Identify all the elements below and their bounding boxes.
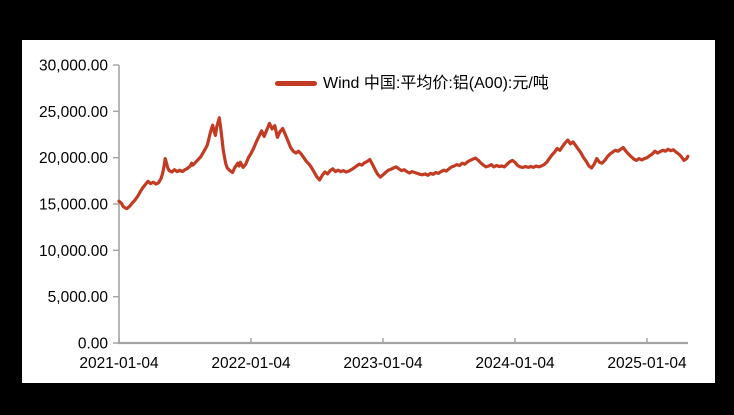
chart-panel (22, 40, 715, 383)
y-tick-label: 20,000.00 (39, 150, 108, 167)
y-tick-label: 25,000.00 (39, 104, 108, 121)
x-tick-label: 2022-01-04 (211, 355, 291, 372)
y-tick-label: 5,000.00 (48, 289, 109, 306)
x-tick-label: 2021-01-04 (79, 355, 159, 372)
y-tick-label: 0.00 (78, 336, 109, 353)
x-tick-label: 2024-01-04 (475, 355, 555, 372)
price-line (117, 116, 690, 211)
y-tick-label: 10,000.00 (39, 243, 108, 260)
legend: Wind 中国:平均价:铝(A00):元/吨 (275, 74, 549, 93)
x-tick-label: 2025-01-04 (607, 355, 687, 372)
y-tick-label: 15,000.00 (39, 197, 108, 214)
x-tick-label: 2023-01-04 (343, 355, 423, 372)
legend-line-marker (275, 81, 317, 86)
legend-label: Wind 中国:平均价:铝(A00):元/吨 (323, 75, 549, 92)
y-tick-label: 30,000.00 (39, 58, 108, 75)
